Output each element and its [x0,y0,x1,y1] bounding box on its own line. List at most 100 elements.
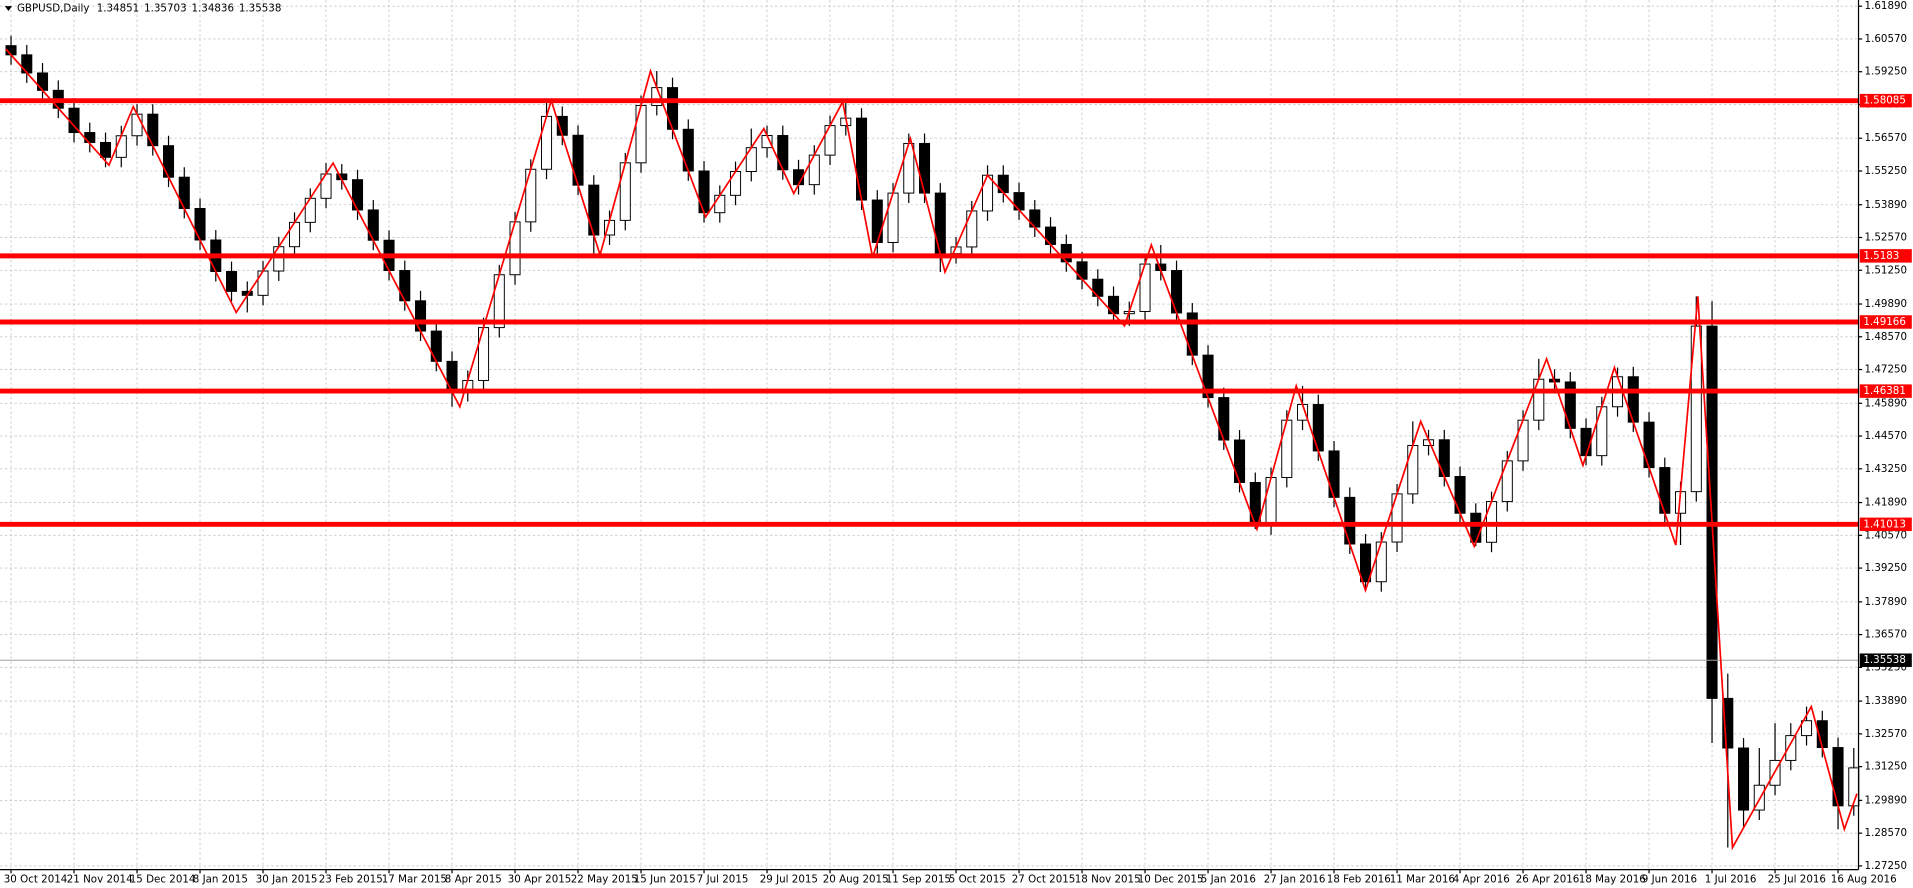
chart-header: GBPUSD,Daily 1.34851 1.35703 1.34836 1.35538 [17,3,281,15]
candle-body [1312,404,1324,452]
x-tick-label: 8 Jan 2015 [193,873,248,885]
symbol: GBPUSD,Daily [17,3,89,15]
candle-body [1753,784,1765,811]
low-price: 1.34836 [191,3,234,15]
candle-body [1186,312,1198,356]
open-price: 1.34851 [97,3,140,15]
candle-body [730,171,742,196]
candle-body [887,192,899,243]
candle-body [698,170,710,214]
level-label: 1.49166 [1863,316,1906,328]
candle-body [415,300,427,332]
candle-body [84,132,96,143]
x-tick-label: 11 Mar 2016 [1390,873,1455,885]
level-label: 1.58085 [1863,95,1906,107]
candle-body [115,135,127,158]
y-tick-label: 1.51250 [1865,264,1908,276]
x-tick-label: 21 Nov 2014 [67,873,133,885]
candle-body [320,173,332,199]
candle-body [1438,439,1450,477]
candle-body [1139,263,1151,312]
candle-body [1470,512,1482,543]
x-tick-label: 5 Jan 2016 [1201,873,1256,885]
y-tick-label: 1.44570 [1865,430,1908,442]
candle-body [824,125,836,156]
y-tick-label: 1.29890 [1865,794,1908,806]
candle-body [1501,460,1513,503]
y-tick-label: 1.53890 [1865,199,1908,211]
y-tick-label: 1.27250 [1865,860,1908,872]
candle-body [1722,697,1734,749]
x-tick-label: 27 Oct 2015 [1012,873,1076,885]
y-tick-label: 1.33890 [1865,695,1908,707]
x-tick-label: 30 Jan 2015 [256,873,318,885]
candle-body [367,209,379,241]
candle-body [37,72,49,91]
x-tick-label: 1 Jul 2016 [1705,873,1757,885]
last-price-label: 1.35538 [1863,654,1906,666]
candle-body [1738,747,1750,811]
candle-body [1108,295,1120,315]
x-tick-label: 8 Apr 2015 [445,873,502,885]
level-label-box [1859,384,1912,398]
candle-body [588,184,600,236]
x-tick-label: 17 Mar 2015 [382,873,447,885]
x-tick-label: 20 Aug 2015 [823,873,889,885]
candle-body [966,210,978,248]
candle-body [352,179,364,211]
y-tick-label: 1.49890 [1865,298,1908,310]
candle-body [147,113,159,147]
candle-body [1785,735,1797,761]
candle-body [21,54,33,74]
x-tick-label: 5 Oct 2015 [949,873,1006,885]
candle-body [635,104,647,164]
y-tick-label: 1.31250 [1865,761,1908,773]
candle-body [1596,406,1608,457]
candle-body [1801,720,1813,737]
candle-body [934,192,946,255]
x-tick-label: 23 Feb 2015 [319,873,383,885]
candle-body [1832,747,1844,807]
x-tick-label: 29 Jul 2015 [760,873,818,885]
candle-body [1517,419,1529,462]
candle-body [1171,270,1183,314]
y-tick-label: 1.45890 [1865,397,1908,409]
candle-body [1249,481,1261,526]
y-tick-label: 1.41890 [1865,497,1908,509]
candle-body [1690,325,1702,493]
candle-body [1533,378,1545,421]
high-price: 1.35703 [144,3,187,15]
y-tick-label: 1.28570 [1865,827,1908,839]
candle-body [509,221,521,276]
candle-body [682,128,694,172]
candle-body [289,221,301,248]
x-tick-label: 18 Feb 2016 [1327,873,1391,885]
level-label-box [1859,93,1912,108]
x-tick-label: 22 May 2015 [571,873,638,885]
candle-body [399,270,411,302]
y-tick-label: 1.61890 [1865,0,1908,12]
y-tick-label: 1.47250 [1865,364,1908,376]
candle-body [1643,421,1655,469]
x-tick-label: 30 Oct 2014 [4,873,68,885]
candle-body [163,145,175,178]
candle-body [273,246,285,272]
candle-body [430,330,442,362]
y-tick-label: 1.43250 [1865,463,1908,475]
x-tick-label: 16 Aug 2016 [1831,873,1897,885]
candle-body [1234,439,1246,483]
candle-body [667,87,679,130]
candle-body [446,360,458,393]
x-tick-label: 9 Jun 2016 [1642,873,1697,885]
menu-arrow[interactable] [4,6,13,12]
x-tick-label: 25 Jul 2016 [1768,873,1826,885]
x-tick-label: 7 Jul 2015 [697,873,749,885]
y-tick-label: 1.59250 [1865,66,1908,78]
level-label-box [1859,315,1912,329]
candle-body [808,154,820,186]
candle-body [478,327,490,381]
overlay [0,48,1859,851]
y-tick-label: 1.55250 [1865,165,1908,177]
